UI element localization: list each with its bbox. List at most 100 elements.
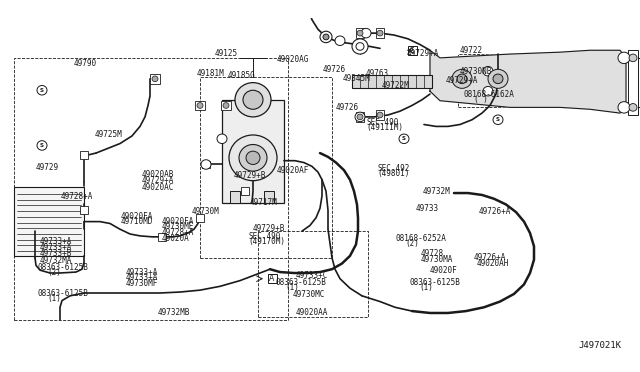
Bar	[150, 74, 160, 84]
Text: 49020FA: 49020FA	[120, 212, 153, 221]
Circle shape	[217, 134, 227, 144]
Text: 49733+A: 49733+A	[40, 237, 72, 246]
Text: S: S	[402, 136, 406, 141]
Bar	[241, 168, 249, 176]
Text: 49020AC: 49020AC	[142, 183, 175, 192]
Text: (1): (1)	[420, 283, 434, 292]
Text: 49730M: 49730M	[192, 208, 220, 217]
Bar	[158, 233, 166, 241]
Text: 49185G: 49185G	[227, 71, 255, 80]
Bar	[264, 191, 274, 203]
Bar	[202, 161, 210, 168]
Text: 49729: 49729	[35, 163, 58, 172]
Bar	[222, 100, 284, 203]
Text: 49725M: 49725M	[95, 129, 122, 138]
Text: S: S	[496, 117, 500, 122]
Text: 08363-6125B: 08363-6125B	[275, 278, 326, 287]
Text: 49125: 49125	[214, 49, 237, 58]
Circle shape	[246, 151, 260, 164]
Bar	[356, 112, 364, 122]
Circle shape	[223, 103, 229, 108]
Bar	[200, 77, 332, 258]
Text: SEC.492: SEC.492	[378, 164, 410, 173]
Circle shape	[235, 83, 271, 117]
Circle shape	[452, 69, 472, 88]
Circle shape	[37, 86, 47, 95]
Text: A: A	[410, 46, 415, 55]
Text: 49726: 49726	[323, 65, 346, 74]
Text: 49732MA: 49732MA	[40, 256, 72, 264]
Circle shape	[152, 76, 158, 82]
Text: J497021K: J497021K	[578, 341, 621, 350]
Text: 49729+A: 49729+A	[445, 76, 478, 86]
Text: 49733: 49733	[416, 204, 439, 213]
Bar	[376, 28, 384, 38]
Text: A: A	[269, 274, 275, 283]
Text: (49801): (49801)	[378, 169, 410, 178]
Circle shape	[377, 30, 383, 36]
Bar	[80, 206, 88, 214]
Polygon shape	[430, 50, 626, 113]
Bar	[241, 187, 249, 195]
Circle shape	[483, 86, 493, 96]
Text: 49020A: 49020A	[161, 234, 189, 243]
Text: (1): (1)	[47, 294, 61, 303]
Circle shape	[229, 135, 277, 181]
Circle shape	[483, 67, 493, 76]
Text: (1): (1)	[285, 283, 300, 292]
Text: 49729+B: 49729+B	[253, 224, 285, 234]
Circle shape	[355, 112, 365, 122]
Bar	[221, 101, 231, 110]
Circle shape	[621, 0, 631, 4]
Text: 49717M: 49717M	[250, 198, 277, 206]
Circle shape	[629, 54, 637, 62]
Circle shape	[320, 31, 332, 43]
Text: 49730MA: 49730MA	[421, 255, 454, 264]
Text: 49729+B: 49729+B	[234, 171, 266, 180]
Circle shape	[356, 43, 364, 50]
Text: 08363-6125B: 08363-6125B	[37, 289, 88, 298]
Bar	[14, 187, 84, 256]
Circle shape	[457, 74, 467, 84]
Text: 49733+B: 49733+B	[40, 248, 72, 257]
Circle shape	[239, 144, 267, 171]
Text: 49345M: 49345M	[343, 74, 371, 83]
Text: 49730NB: 49730NB	[460, 67, 492, 76]
Circle shape	[357, 30, 363, 36]
Circle shape	[361, 28, 371, 38]
Bar	[356, 28, 364, 38]
Bar	[230, 191, 240, 203]
Text: SEC.490: SEC.490	[248, 232, 281, 241]
Text: 49722M: 49722M	[381, 81, 409, 90]
Circle shape	[201, 160, 211, 169]
Text: 49733+A: 49733+A	[125, 267, 158, 277]
Text: 49730MF: 49730MF	[125, 279, 158, 288]
Text: 49020AG: 49020AG	[276, 55, 309, 64]
Circle shape	[357, 114, 363, 120]
Text: (2): (2)	[406, 238, 420, 248]
Text: 49730ME: 49730ME	[161, 222, 194, 231]
Bar	[408, 46, 417, 55]
Text: 49020AF: 49020AF	[276, 166, 309, 175]
Text: 49728: 49728	[421, 249, 444, 258]
Text: 49722: 49722	[460, 46, 483, 55]
Text: 49710MD: 49710MD	[120, 217, 153, 226]
Circle shape	[488, 69, 508, 88]
Text: (2): (2)	[47, 267, 61, 277]
Text: 49790: 49790	[74, 59, 97, 68]
Circle shape	[243, 90, 263, 109]
Circle shape	[37, 141, 47, 150]
Text: 49181M: 49181M	[197, 69, 225, 78]
Text: 49729+A: 49729+A	[142, 176, 175, 185]
Text: 49732M: 49732M	[422, 187, 450, 196]
Bar	[376, 110, 384, 120]
Text: 49733+A: 49733+A	[40, 243, 72, 252]
Text: 08168-6162A: 08168-6162A	[463, 90, 514, 99]
Bar	[258, 231, 368, 317]
Text: S: S	[624, 0, 628, 1]
Text: 49763: 49763	[366, 69, 389, 78]
Text: 49728+A: 49728+A	[161, 228, 194, 237]
Text: 49020AH: 49020AH	[476, 259, 509, 268]
Circle shape	[618, 52, 630, 64]
Text: 49726+A: 49726+A	[474, 253, 506, 263]
